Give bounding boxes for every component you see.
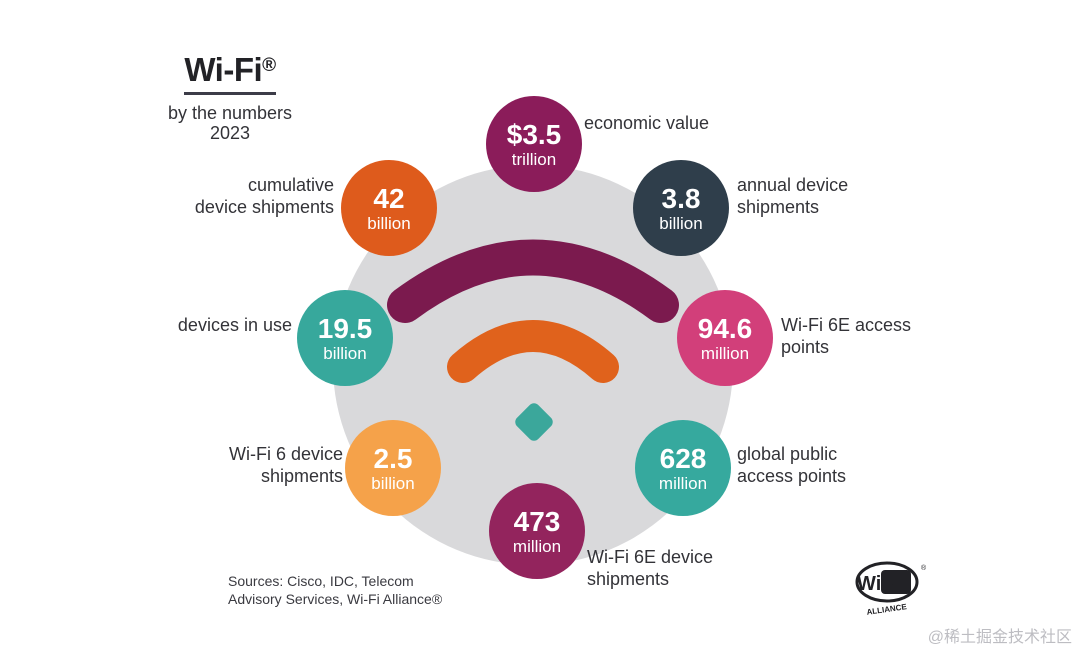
label-line: access points [737,466,847,486]
stat-unit: billion [323,343,367,363]
logo-subtext: ALLIANCE [866,602,908,616]
stat-value: 628 [659,442,707,474]
label-annual-device-shipments: annual device shipments [737,174,848,218]
wifi-outer-arc [387,239,679,323]
label-line: economic value [584,113,710,133]
stat-unit: million [512,536,562,556]
subtitle-line-1: by the numbers [167,103,293,123]
stat-circle-wifi-6e-device-shipments: 473 million [489,483,585,579]
label-line: shipments [587,569,670,589]
wifi-dot-icon [515,403,553,441]
stat-unit: trillion [511,149,557,169]
label-wifi-6e-device-shipments: Wi-Fi 6E device shipments [587,546,713,590]
stat-unit: billion [371,473,415,493]
stat-circle-devices-in-use: 19.5 billion [297,290,393,386]
stat-unit: million [658,473,708,493]
sources-note: Sources: Cisco, IDC, Telecom Advisory Se… [228,572,442,608]
sources-line: Sources: Cisco, IDC, Telecom [228,573,414,589]
stat-unit: billion [659,213,703,233]
label-line: global public [737,444,838,464]
stat-value: 19.5 [317,312,373,344]
stat-circle-global-public-access-points: 628 million [635,420,731,516]
label-line: device shipments [194,197,334,217]
title-text: Wi-Fi [184,51,263,88]
wifi-inner-arc [447,320,619,383]
logo-text: WiFi [857,573,899,595]
label-global-public-access-points: global public access points [737,443,846,487]
label-line: cumulative [247,175,334,195]
label-wifi-6-device-shipments: Wi-Fi 6 device shipments [229,443,343,487]
stat-circle-annual-device-shipments: 3.8 billion [633,160,729,256]
label-devices-in-use: devices in use [178,314,292,336]
sources-line: Advisory Services, Wi-Fi Alliance® [228,591,443,607]
stat-value: 3.8 [661,182,701,214]
label-line: Wi-Fi 6E access [781,315,912,335]
wifi-alliance-logo: WiFi ® ALLIANCE [855,561,927,616]
watermark: @稀土掘金技术社区 [927,629,1072,646]
stat-unit: million [700,343,750,363]
stat-value: 42 [373,182,405,214]
label-economic-value: economic value [584,112,709,134]
registered-mark: ® [262,55,276,76]
label-cumulative-device-shipments: cumulative device shipments [195,174,334,218]
subtitle-line-2: 2023 [209,123,251,143]
label-line: shipments [737,197,820,217]
stat-circle-economic-value: $3.5 trillion [486,96,582,192]
label-line: Wi-Fi 6E device [587,547,714,567]
stat-circle-cumulative-device-shipments: 42 billion [341,160,437,256]
stat-value: $3.5 [506,118,562,150]
label-line: shipments [260,466,343,486]
title-block: Wi-Fi® by the numbers 2023 [150,44,310,143]
label-line: annual device [737,175,849,195]
stat-circle-wifi-6-device-shipments: 2.5 billion [345,420,441,516]
label-wifi-6e-access-points: Wi-Fi 6E access points [781,314,911,358]
page-title: Wi-Fi® [150,44,310,90]
title-underline [184,92,276,95]
logo-mark: ® [921,564,927,572]
stat-unit: billion [367,213,411,233]
label-line: Wi-Fi 6 device [228,444,343,464]
stat-value: 473 [513,505,561,537]
stat-value: 94.6 [697,312,753,344]
stat-circle-wifi-6e-access-points: 94.6 million [677,290,773,386]
label-line: points [781,337,830,357]
stat-value: 2.5 [373,442,413,474]
label-line: devices in use [177,315,292,335]
